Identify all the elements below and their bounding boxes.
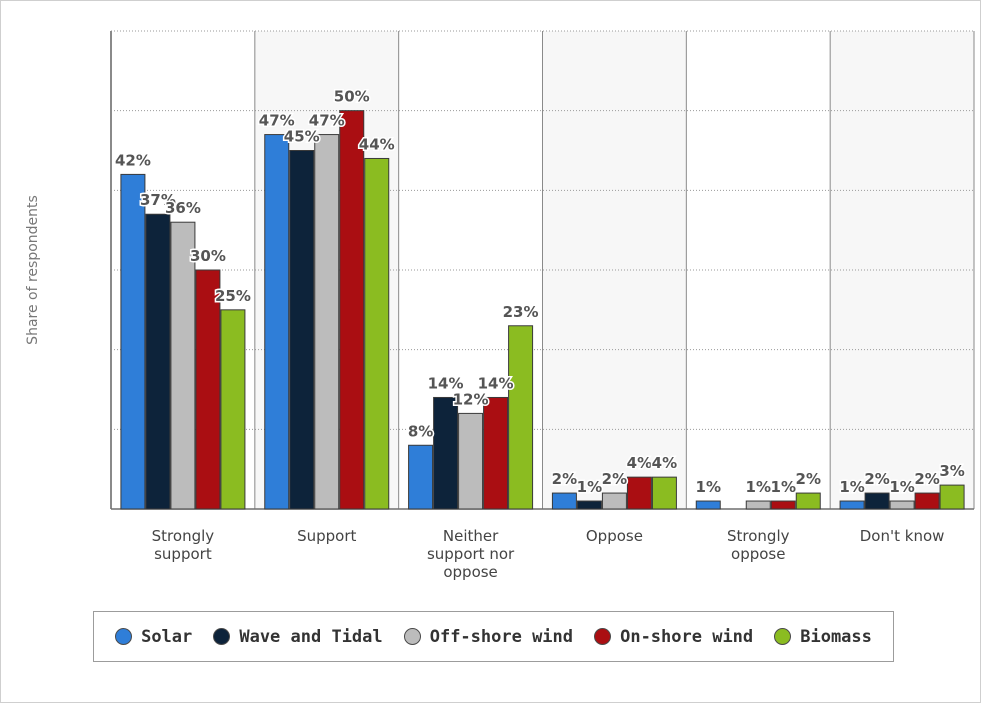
data-label-solar-5: 1%	[696, 478, 721, 496]
grid-lines	[110, 30, 975, 510]
legend-swatch-on-shore-wind	[594, 628, 612, 645]
legend-item-on-shore-wind[interactable]: On-shore wind	[594, 627, 753, 647]
bar-on-shore-wind-2[interactable]	[339, 110, 365, 510]
bar-on-shore-wind-4[interactable]	[626, 476, 652, 510]
bar-solar-3[interactable]	[408, 444, 434, 510]
bar-solar-4[interactable]	[551, 492, 577, 510]
bar-biomass-1[interactable]	[220, 309, 246, 510]
data-label-solar-6: 1%	[839, 478, 864, 496]
x-tick-label-1: Strongly support	[152, 527, 215, 563]
bar-off-shore-wind-2[interactable]	[314, 134, 340, 510]
data-label-biomass-5: 2%	[796, 470, 821, 488]
data-label-on-shore-wind-5: 1%	[771, 478, 796, 496]
bar-solar-6[interactable]	[839, 500, 865, 510]
legend-swatch-biomass	[774, 628, 792, 645]
data-label-biomass-6: 3%	[939, 462, 964, 480]
bar-wave-and-tidal-2[interactable]	[289, 150, 315, 510]
data-label-wave-and-tidal-2: 45%	[284, 128, 320, 146]
data-label-solar-4: 2%	[552, 470, 577, 488]
bar-biomass-4[interactable]	[651, 476, 677, 510]
legend-label-biomass: Biomass	[800, 626, 872, 647]
data-label-off-shore-wind-2: 47%	[309, 112, 345, 130]
bar-biomass-3[interactable]	[508, 325, 534, 510]
data-label-wave-and-tidal-1: 37%	[140, 191, 176, 209]
legend-swatch-wave-and-tidal	[213, 628, 231, 645]
data-label-on-shore-wind-2: 50%	[334, 88, 370, 106]
bar-wave-and-tidal-4[interactable]	[576, 500, 602, 510]
data-label-off-shore-wind-3: 12%	[453, 390, 489, 408]
bar-biomass-5[interactable]	[795, 492, 821, 510]
data-label-solar-2: 47%	[259, 112, 295, 130]
bar-wave-and-tidal-3[interactable]	[433, 396, 459, 510]
data-label-wave-and-tidal-3: 14%	[428, 374, 464, 392]
data-label-wave-and-tidal-6: 2%	[864, 470, 889, 488]
data-label-biomass-4: 4%	[652, 454, 677, 472]
x-tick-label-2: Support	[297, 527, 356, 545]
bar-biomass-2[interactable]	[364, 157, 390, 510]
bar-solar-2[interactable]	[264, 134, 290, 510]
bar-off-shore-wind-6[interactable]	[889, 500, 915, 510]
data-label-wave-and-tidal-4: 1%	[577, 478, 602, 496]
bar-wave-and-tidal-1[interactable]	[145, 213, 171, 510]
x-tick-label-3: Neither support nor oppose	[427, 527, 515, 581]
x-tick-label-6: Don't know	[860, 527, 945, 545]
legend-label-off-shore-wind: Off-shore wind	[429, 626, 574, 647]
data-label-on-shore-wind-1: 30%	[190, 247, 226, 265]
bar-solar-5[interactable]	[695, 500, 721, 510]
bar-off-shore-wind-3[interactable]	[458, 412, 484, 510]
x-tick-label-5: Strongly oppose	[727, 527, 790, 563]
x-tick-label-4: Oppose	[586, 527, 643, 545]
bar-on-shore-wind-3[interactable]	[483, 396, 509, 510]
data-label-biomass-1: 25%	[215, 287, 251, 305]
x-tick-labels: Strongly support Support Neither support nor…	[152, 527, 945, 581]
bar-biomass-6[interactable]	[939, 484, 965, 510]
bar-on-shore-wind-1[interactable]	[195, 269, 221, 510]
data-label-on-shore-wind-3: 14%	[478, 374, 514, 392]
legend-swatch-solar	[115, 628, 133, 645]
bar-off-shore-wind-5[interactable]	[745, 500, 771, 510]
data-label-off-shore-wind-6: 1%	[889, 478, 914, 496]
legend-item-biomass[interactable]: Biomass	[774, 627, 872, 647]
data-label-on-shore-wind-6: 2%	[914, 470, 939, 488]
plot-band-5	[686, 31, 831, 509]
data-label-on-shore-wind-4: 4%	[627, 454, 652, 472]
bar-wave-and-tidal-6[interactable]	[864, 492, 890, 510]
y-axis-label: Share of respondents	[25, 195, 41, 345]
data-label-biomass-3: 23%	[503, 303, 539, 321]
bars	[120, 110, 965, 510]
legend-item-wave-and-tidal[interactable]: Wave and Tidal	[213, 626, 383, 647]
data-label-off-shore-wind-4: 2%	[602, 470, 627, 488]
plot-band-6	[830, 31, 974, 509]
bar-solar-1[interactable]	[120, 173, 146, 510]
legend-label-solar: Solar	[141, 626, 193, 647]
data-label-solar-1: 42%	[115, 151, 151, 169]
data-label-biomass-2: 44%	[359, 135, 395, 153]
data-label-off-shore-wind-1: 36%	[165, 199, 201, 217]
plot-band-4	[542, 31, 687, 509]
data-label-solar-3: 8%	[408, 422, 433, 440]
bar-off-shore-wind-4[interactable]	[601, 492, 627, 510]
data-label-off-shore-wind-5: 1%	[746, 478, 771, 496]
legend-label-on-shore-wind: On-shore wind	[620, 626, 754, 647]
data-labels: 42% 37%36% 30% 25% 47%45%47% 50% 44% 8% 14%12%14…	[113, 86, 966, 497]
legend-item-solar[interactable]: Solar	[115, 627, 192, 647]
legend-label-wave-and-tidal: Wave and Tidal	[239, 626, 383, 647]
bar-on-shore-wind-5[interactable]	[770, 500, 796, 510]
legend-swatch-off-shore-wind	[403, 628, 421, 645]
bar-off-shore-wind-1[interactable]	[170, 221, 196, 510]
legend: Solar Wave and Tidal Off-shore wind On-s…	[93, 611, 894, 662]
bar-on-shore-wind-6[interactable]	[914, 492, 940, 510]
legend-item-off-shore-wind[interactable]: Off-shore wind	[403, 626, 574, 647]
